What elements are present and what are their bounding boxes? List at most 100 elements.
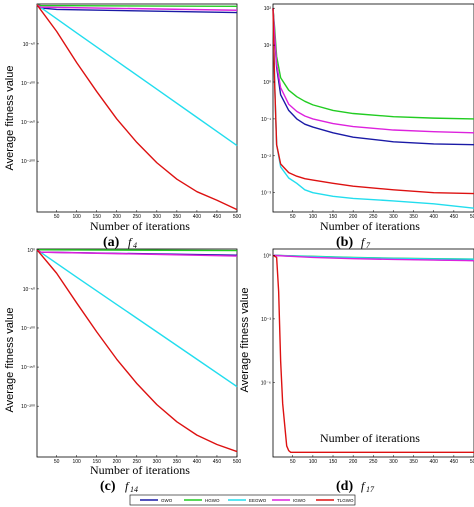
series-layer-a — [36, 4, 238, 211]
legend-label-eegwo: EEGWO — [249, 498, 267, 503]
caption-sub-c: 14 — [130, 485, 138, 494]
x-tick-label-b: 300 — [389, 214, 398, 220]
y-axis-label-c: Average fitness value — [4, 308, 16, 413]
x-tick-label-c: 300 — [153, 459, 162, 465]
x-tick-label-a: 300 — [153, 214, 162, 220]
x-tick-label-c: 100 — [73, 459, 82, 465]
caption-letter-d: (d) — [336, 479, 353, 494]
y-tick-label-a: 10⁻²⁰⁰ — [21, 159, 35, 165]
series-layer-b — [272, 8, 474, 209]
y-axis-label-d: Average fitness value — [239, 288, 251, 393]
caption-b: (b) f 7 — [336, 235, 371, 250]
y-tick-label-b: 10¹ — [264, 43, 272, 49]
series-line-a-eegwo — [36, 4, 238, 147]
caption-func-b: f — [361, 235, 366, 249]
x-tick-label-b: 500 — [470, 214, 474, 220]
x-tick-label-a: 350 — [173, 214, 182, 220]
plot-frame-b — [272, 3, 474, 213]
x-tick-label-d: 50 — [290, 459, 296, 465]
panel-c: Average fitness value 50 100 150 200 250 300 3… — [4, 248, 241, 494]
y-tick-label-a: 10⁻⁵⁰ — [23, 42, 35, 48]
x-tick-label-b: 100 — [309, 214, 318, 220]
y-tick-label-d: 10⁻³ — [261, 317, 271, 323]
legend-label-hgwo: HGWO — [205, 498, 220, 503]
x-tick-label-c: 450 — [213, 459, 222, 465]
plot-frame-c — [36, 248, 238, 458]
x-tick-label-d: 150 — [329, 459, 338, 465]
y-tick-label-b: 10⁰ — [263, 80, 271, 86]
legend: GWO HGWO EEGWO IGWO TLGWO — [129, 494, 356, 506]
caption-letter-a: (a) — [103, 235, 120, 250]
series-line-d-eegwo — [272, 254, 474, 260]
series-line-b-gwo — [272, 8, 474, 146]
x-tick-label-b: 450 — [450, 214, 459, 220]
x-tick-label-c: 150 — [93, 459, 102, 465]
tick-layer-c: 50 100 150 200 250 300 350 400 450 500 10⁰ 10⁻⁵⁰ 10⁻… — [21, 248, 241, 465]
caption-sub-a: 4 — [133, 241, 137, 250]
x-tick-label-a: 100 — [73, 214, 82, 220]
x-tick-label-c: 400 — [193, 459, 202, 465]
y-tick-label-d: 10⁰ — [263, 253, 271, 259]
x-tick-label-d: 200 — [349, 459, 358, 465]
x-tick-label-d: 500 — [470, 459, 474, 465]
caption-letter-c: (c) — [100, 479, 116, 494]
series-layer-d — [272, 254, 474, 453]
caption-sub-d: 17 — [366, 485, 375, 494]
x-tick-label-b: 50 — [290, 214, 296, 220]
y-tick-label-c: 10⁻¹⁰⁰ — [21, 326, 35, 332]
caption-c: (c) f 14 — [100, 479, 138, 494]
series-line-c-eegwo — [36, 249, 238, 388]
series-line-b-hgwo — [272, 8, 474, 120]
x-tick-label-a: 200 — [113, 214, 122, 220]
x-axis-label-a: Number of iterations — [90, 219, 190, 233]
tick-layer-b: 50 100 150 200 250 300 350 400 450 500 10² 10¹ 10⁰ 10… — [261, 6, 474, 220]
series-line-c-tlgwo — [36, 249, 238, 453]
legend-label-igwo: IGWO — [293, 498, 306, 503]
x-tick-label-b: 400 — [430, 214, 439, 220]
x-tick-label-a: 400 — [193, 214, 202, 220]
legend-label-tlgwo: TLGWO — [337, 498, 354, 503]
y-tick-label-d: 10⁻⁶ — [261, 380, 271, 386]
y-tick-label-b: 10⁻³ — [261, 191, 271, 197]
x-tick-label-a: 250 — [133, 214, 142, 220]
x-tick-label-b: 200 — [349, 214, 358, 220]
caption-func-c: f — [125, 479, 130, 493]
plot-frame-d — [272, 248, 474, 458]
x-tick-label-c: 250 — [133, 459, 142, 465]
series-line-d-tlgwo — [272, 254, 474, 453]
series-line-a-hgwo — [36, 4, 238, 8]
x-tick-label-a: 500 — [233, 214, 242, 220]
x-tick-label-c: 500 — [233, 459, 242, 465]
y-tick-label-c: 10⁻²⁰⁰ — [21, 404, 35, 410]
series-line-a-tlgwo — [36, 4, 238, 211]
y-tick-label-c: 10⁰ — [27, 248, 35, 254]
x-tick-label-a: 450 — [213, 214, 222, 220]
y-tick-label-a: 10⁻¹⁰⁰ — [21, 81, 35, 87]
series-line-d-igwo — [272, 254, 474, 262]
x-axis-label-d: Number of iterations — [320, 431, 420, 445]
caption-func-d: f — [361, 479, 366, 493]
plot-frame-a — [36, 3, 238, 213]
x-axis-label-c: Number of iterations — [90, 463, 190, 477]
series-line-b-igwo — [272, 8, 474, 134]
x-tick-label-b: 350 — [409, 214, 418, 220]
x-tick-label-d: 100 — [309, 459, 318, 465]
x-tick-label-a: 150 — [93, 214, 102, 220]
tick-layer-a: 50 100 150 200 250 300 350 400 450 500 10⁻⁵⁰ 10⁻¹⁰⁰… — [21, 42, 241, 220]
x-tick-label-d: 250 — [369, 459, 378, 465]
caption-func-a: f — [128, 235, 133, 249]
x-axis-label-b: Number of iterations — [320, 219, 420, 233]
caption-a: (a) f 4 — [103, 235, 137, 250]
panel-d: Average fitness value 50 100 150 200 250 300 3… — [239, 248, 474, 494]
x-tick-label-c: 200 — [113, 459, 122, 465]
x-tick-label-b: 250 — [369, 214, 378, 220]
y-tick-label-b: 10² — [264, 6, 272, 12]
series-line-b-tlgwo — [272, 8, 474, 195]
x-tick-label-d: 350 — [409, 459, 418, 465]
x-tick-label-d: 300 — [389, 459, 398, 465]
x-tick-label-b: 150 — [329, 214, 338, 220]
y-axis-label-a: Average fitness value — [4, 66, 16, 171]
y-tick-label-c: 10⁻¹⁵⁰ — [21, 365, 35, 371]
x-tick-label-c: 350 — [173, 459, 182, 465]
